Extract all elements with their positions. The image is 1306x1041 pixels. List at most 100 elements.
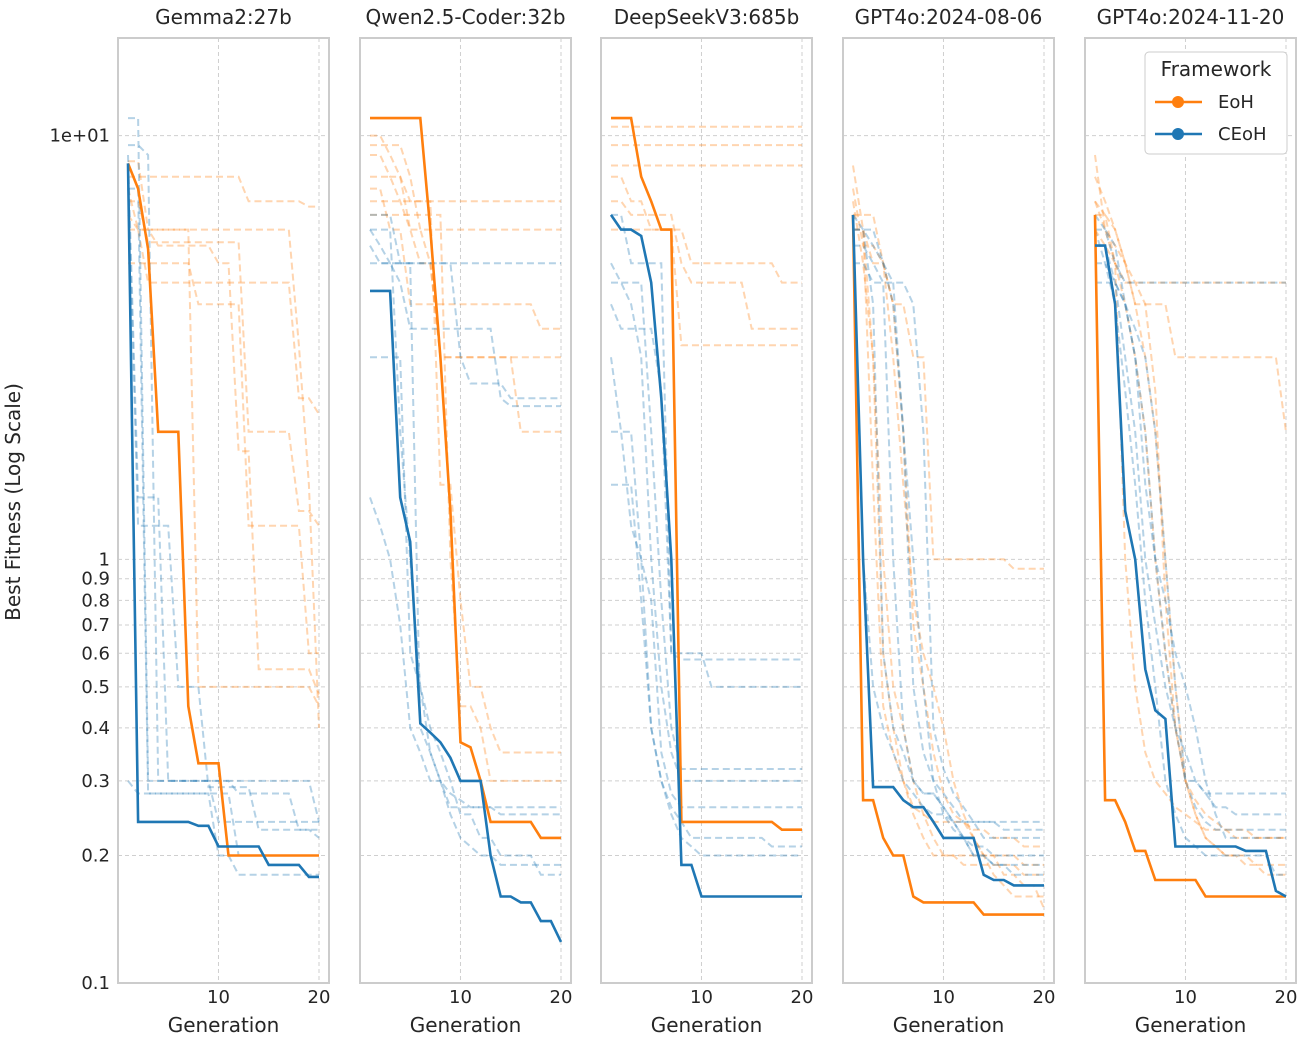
legend-eoh-marker	[1172, 96, 1184, 108]
run-line-ceoh-5	[127, 780, 319, 857]
x-tick-label: 10	[449, 987, 472, 1008]
x-tick-label: 10	[932, 987, 955, 1008]
run-line-ceoh-3	[611, 281, 802, 782]
x-tick-label: 10	[207, 987, 230, 1008]
run-line-ceoh-6	[1095, 281, 1286, 831]
run-line-eoh-2	[852, 201, 1044, 876]
run-line-eoh-5	[370, 200, 561, 754]
x-axis-label: Generation	[1135, 1013, 1247, 1037]
subplot-3: 10 20 DeepSeekV3:685b Generation	[600, 5, 814, 1037]
run-line-eoh-6	[370, 213, 561, 782]
subplot-5: 10 20 GPT4o:2024-11-20 Generation	[1084, 5, 1297, 1037]
y-tick-label: 0.9	[81, 569, 110, 590]
legend: Framework EoH CEoH	[1144, 51, 1288, 155]
run-line-ceoh-1	[128, 117, 319, 823]
x-axis-label: Generation	[410, 1013, 522, 1037]
x-axis-label: Generation	[893, 1013, 1005, 1037]
legend-eoh-label: EoH	[1218, 92, 1254, 113]
run-line-ceoh-4	[853, 228, 1044, 876]
subplot-panels: 1e+01 10.90.8 0.7 0.6 0.5 0.4 0.3 0.2 0.1 10 20 Gem…	[49, 5, 1297, 1037]
run-line-eoh-5	[128, 228, 320, 415]
run-line-ceoh-2	[853, 228, 1044, 831]
subplot-title: GPT4o:2024-11-20	[1097, 5, 1285, 29]
y-tick-label: 0.4	[81, 718, 110, 739]
run-line-eoh-1	[370, 134, 561, 203]
series-line-eoh	[851, 214, 1044, 916]
x-tick-label: 10	[690, 987, 713, 1008]
plot-frame	[117, 37, 330, 984]
run-line-ceoh-2	[369, 229, 561, 265]
y-tick-label: 1	[99, 549, 110, 570]
x-tick-label: 20	[1033, 987, 1056, 1008]
run-line-eoh-3	[127, 188, 320, 707]
run-line-ceoh-3	[1095, 244, 1286, 816]
y-tick-label: 1e+01	[49, 126, 110, 147]
run-line-eoh-4	[370, 187, 561, 330]
run-line-ceoh-6	[370, 356, 561, 816]
legend-frame	[1144, 51, 1288, 155]
run-line-ceoh-7	[611, 483, 802, 857]
series-line-ceoh	[851, 214, 1044, 887]
run-line-eoh-5	[852, 188, 1045, 909]
series-line-ceoh	[609, 214, 802, 898]
series-line-eoh	[611, 116, 802, 831]
run-line-ceoh-4	[610, 303, 802, 661]
y-tick-label: 0.6	[81, 643, 110, 664]
run-line-eoh-5	[1094, 200, 1286, 866]
run-line-eoh-4	[127, 214, 320, 695]
run-line-ceoh-3	[853, 262, 1044, 839]
y-tick-label: 0.7	[81, 615, 110, 636]
run-line-ceoh-5	[610, 357, 802, 809]
run-line-ceoh-6	[611, 430, 802, 848]
series-line-ceoh	[370, 289, 563, 943]
series-line-eoh	[126, 162, 319, 857]
run-line-eoh-6	[611, 228, 802, 347]
run-line-ceoh-5	[1095, 262, 1286, 839]
run-line-ceoh-5	[370, 228, 561, 876]
legend-ceoh-marker	[1172, 128, 1184, 140]
subplot-4: 10 20 GPT4o:2024-08-06 Generation	[842, 5, 1056, 1037]
subplot-title: DeepSeekV3:685b	[614, 5, 800, 29]
plot-frame	[359, 37, 572, 984]
run-line-eoh-6	[128, 200, 320, 527]
x-axis-label: Generation	[651, 1013, 763, 1037]
plot-frame	[842, 37, 1055, 984]
run-line-eoh-3	[853, 228, 1044, 848]
run-line-ceoh-2	[610, 262, 802, 770]
series-line-ceoh	[1095, 244, 1287, 898]
y-axis-label: Best Fitness (Log Scale)	[1, 383, 25, 621]
run-line-ceoh-3	[369, 245, 561, 408]
subplot-title: Qwen2.5-Coder:32b	[365, 5, 565, 29]
plot-frame	[1084, 37, 1297, 984]
run-line-ceoh-2	[128, 144, 319, 831]
run-line-ceoh-1	[852, 214, 1044, 857]
run-line-ceoh-6	[128, 187, 319, 876]
x-tick-label: 20	[308, 987, 331, 1008]
run-line-eoh-7	[370, 144, 561, 231]
subplot-2: 10 20 Qwen2.5-Coder:32b Generation	[359, 5, 573, 1037]
x-axis-label: Generation	[168, 1013, 280, 1037]
run-line-eoh-3	[1094, 200, 1286, 876]
run-line-ceoh-3	[127, 154, 320, 823]
x-tick-label: 20	[791, 987, 814, 1008]
run-line-ceoh-1	[611, 213, 802, 688]
subplot-title: Gemma2:27b	[155, 5, 292, 29]
x-tick-label: 20	[550, 987, 573, 1008]
plot-area	[118, 38, 329, 983]
subplot-1: 1e+01 10.90.8 0.7 0.6 0.5 0.4 0.3 0.2 0.1 10 20 Gem…	[49, 5, 330, 1037]
run-line-ceoh-2	[1095, 228, 1286, 795]
y-tick-label: 0.5	[81, 677, 110, 698]
plot-area	[843, 38, 1054, 983]
plot-area	[360, 38, 571, 983]
subplot-title: GPT4o:2024-08-06	[855, 5, 1043, 29]
run-line-eoh-5	[611, 200, 802, 330]
run-line-ceoh-4	[369, 497, 561, 809]
legend-ceoh-label: CEoH	[1218, 124, 1267, 145]
run-line-ceoh-5	[853, 244, 1044, 866]
series-line-eoh	[1093, 214, 1286, 898]
run-line-eoh-4	[853, 228, 1044, 570]
run-line-eoh-1	[1094, 154, 1286, 284]
run-line-ceoh-7	[370, 262, 561, 866]
run-line-eoh-6	[853, 213, 1044, 898]
